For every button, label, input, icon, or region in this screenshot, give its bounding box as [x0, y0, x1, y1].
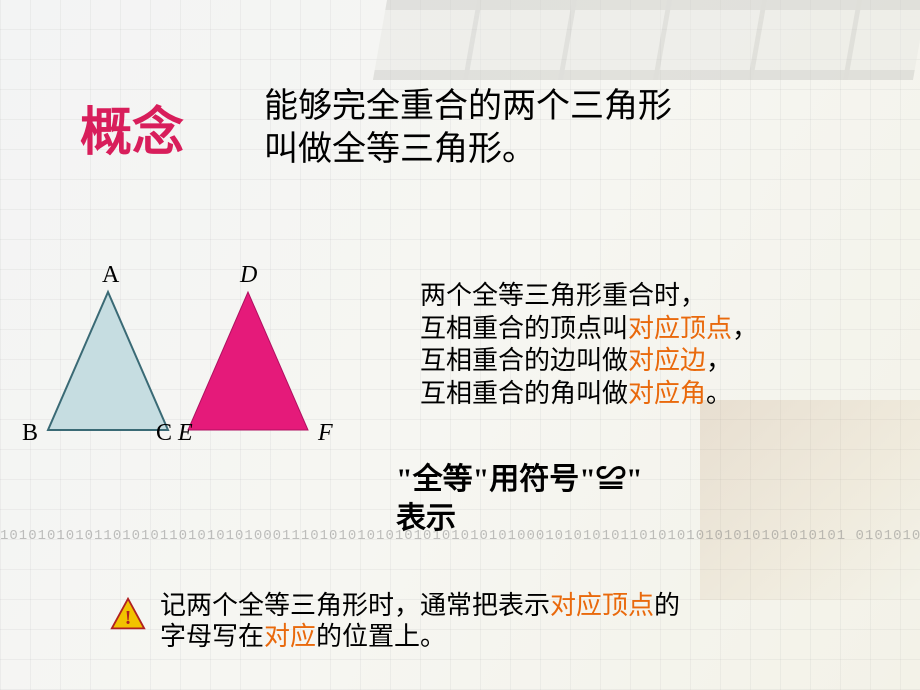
note-h1: 对应顶点: [550, 591, 654, 620]
label-F: F: [318, 420, 333, 447]
explain-line3-hl: 对应边: [628, 346, 706, 375]
congruent-symbol: ≌: [596, 463, 626, 496]
notation-block: "全等"用符号"≌" 表示: [396, 460, 643, 538]
explain-line4-a: 互相重合的角叫做: [420, 379, 628, 408]
note-p2b: 字母写在: [160, 622, 264, 651]
bg-filmstrip: [373, 0, 920, 80]
triangle-diagram: A B C D E F: [30, 280, 390, 450]
explanation-block: 两个全等三角形重合时， 互相重合的顶点叫对应顶点， 互相重合的边叫做对应边， 互…: [420, 280, 758, 410]
bg-brown-smudge: [700, 400, 920, 600]
label-B: B: [22, 420, 38, 447]
notation-part1: "全等"用符号": [396, 463, 596, 496]
note-h2: 对应: [264, 622, 316, 651]
note-block: 记两个全等三角形时，通常把表示对应顶点的字母写在对应的位置上。: [160, 590, 870, 652]
triangle-abc: [48, 292, 168, 430]
definition-line1: 能够完全重合的两个三角形: [264, 88, 672, 125]
explain-line3: 互相重合的边叫做对应边，: [420, 345, 758, 378]
slide-title: 概念: [80, 90, 184, 165]
explain-line3-c: ，: [706, 346, 732, 375]
triangles-svg: [30, 280, 390, 450]
explain-line4-c: 。: [706, 379, 732, 408]
explain-line4: 互相重合的角叫做对应角。: [420, 378, 758, 411]
explain-line1: 两个全等三角形重合时，: [420, 280, 758, 313]
label-D: D: [240, 262, 257, 289]
label-C: C: [156, 420, 172, 447]
warning-bang: !: [125, 607, 132, 629]
explain-line2-a: 互相重合的顶点叫: [420, 314, 628, 343]
label-A: A: [102, 262, 119, 289]
note-p3: 的位置上。: [316, 622, 446, 651]
note-p2: 的: [654, 591, 680, 620]
explain-line3-a: 互相重合的边叫做: [420, 346, 628, 375]
note-p1: 记两个全等三角形时，通常把表示: [160, 591, 550, 620]
triangle-def: [188, 292, 308, 430]
warning-icon: !: [110, 596, 146, 632]
notation-line2: 表示: [396, 502, 456, 535]
explain-line4-hl: 对应角: [628, 379, 706, 408]
explain-line2-c: ，: [732, 314, 758, 343]
explain-line2-hl: 对应顶点: [628, 314, 732, 343]
notation-part2: ": [626, 463, 643, 496]
explain-line2: 互相重合的顶点叫对应顶点，: [420, 313, 758, 346]
definition-text: 能够完全重合的两个三角形 叫做全等三角形。: [264, 86, 672, 171]
definition-line2: 叫做全等三角形。: [264, 131, 536, 168]
label-E: E: [178, 420, 193, 447]
